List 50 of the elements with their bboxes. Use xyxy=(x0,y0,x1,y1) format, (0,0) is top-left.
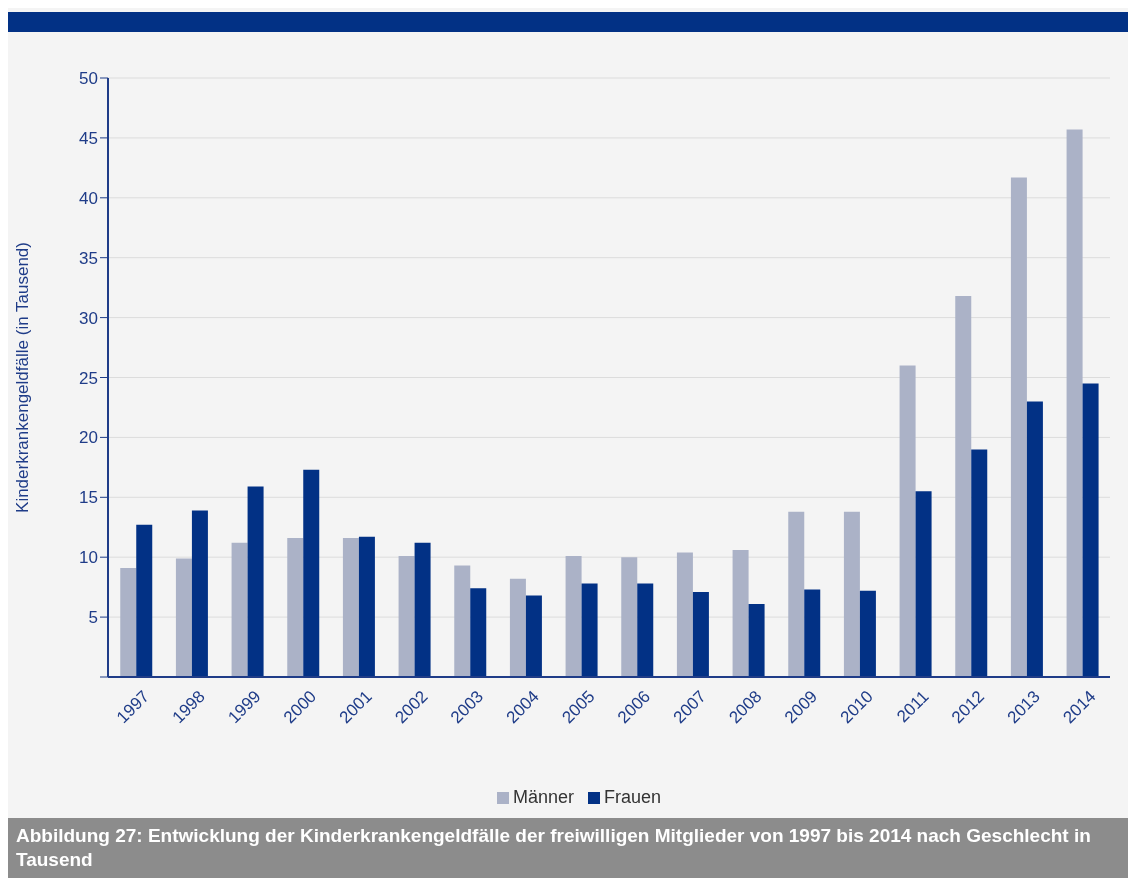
y-axis-title: Kinderkrankengeldfälle (in Tausend) xyxy=(13,242,33,513)
bar xyxy=(1010,177,1027,677)
bar xyxy=(971,449,988,677)
bar xyxy=(915,491,932,677)
bar xyxy=(358,536,375,677)
bar xyxy=(231,542,248,677)
bar xyxy=(843,511,860,677)
bar xyxy=(136,524,153,677)
y-tick-label: 15 xyxy=(79,488,98,508)
bar xyxy=(398,556,415,677)
y-tick-label: 5 xyxy=(88,608,98,628)
bar xyxy=(287,538,304,677)
bar xyxy=(247,486,264,677)
legend-label: Frauen xyxy=(603,787,662,808)
bar xyxy=(859,590,876,677)
bar xyxy=(303,469,320,677)
bar xyxy=(676,552,693,677)
y-tick-label: 35 xyxy=(79,248,98,268)
bar xyxy=(175,558,192,677)
bar xyxy=(342,538,359,677)
y-tick-label: 10 xyxy=(79,548,98,568)
bar xyxy=(509,578,526,677)
bar xyxy=(565,556,582,677)
bar xyxy=(621,557,638,677)
bar xyxy=(788,511,805,677)
bar xyxy=(191,510,208,677)
bar xyxy=(692,591,709,677)
bar xyxy=(637,583,654,677)
y-tick-label: 20 xyxy=(79,428,98,448)
bar xyxy=(804,589,821,677)
bar xyxy=(748,603,765,677)
bar xyxy=(955,296,972,677)
y-tick-label: 45 xyxy=(79,128,98,148)
bar xyxy=(525,595,542,677)
y-tick-label: 40 xyxy=(79,188,98,208)
bar xyxy=(732,550,749,677)
bar xyxy=(1066,129,1083,677)
y-tick-label: 25 xyxy=(79,368,98,388)
bar xyxy=(120,567,137,677)
bar xyxy=(899,365,916,677)
bar xyxy=(470,588,487,677)
bar xyxy=(454,565,471,677)
legend-label: Männer xyxy=(511,787,574,808)
bar xyxy=(1026,401,1043,677)
bar xyxy=(1082,383,1099,677)
bar xyxy=(414,542,431,677)
y-tick-label: 50 xyxy=(79,69,98,89)
bar xyxy=(581,583,598,677)
y-tick-label: 30 xyxy=(79,308,98,328)
text: Abbildung 27: Entwicklung der Kinderkrankengeldfälle der freiwilligen Mitglieder von 1997 bis 2014 nach Geschlecht in Tausend xyxy=(8,818,1128,878)
